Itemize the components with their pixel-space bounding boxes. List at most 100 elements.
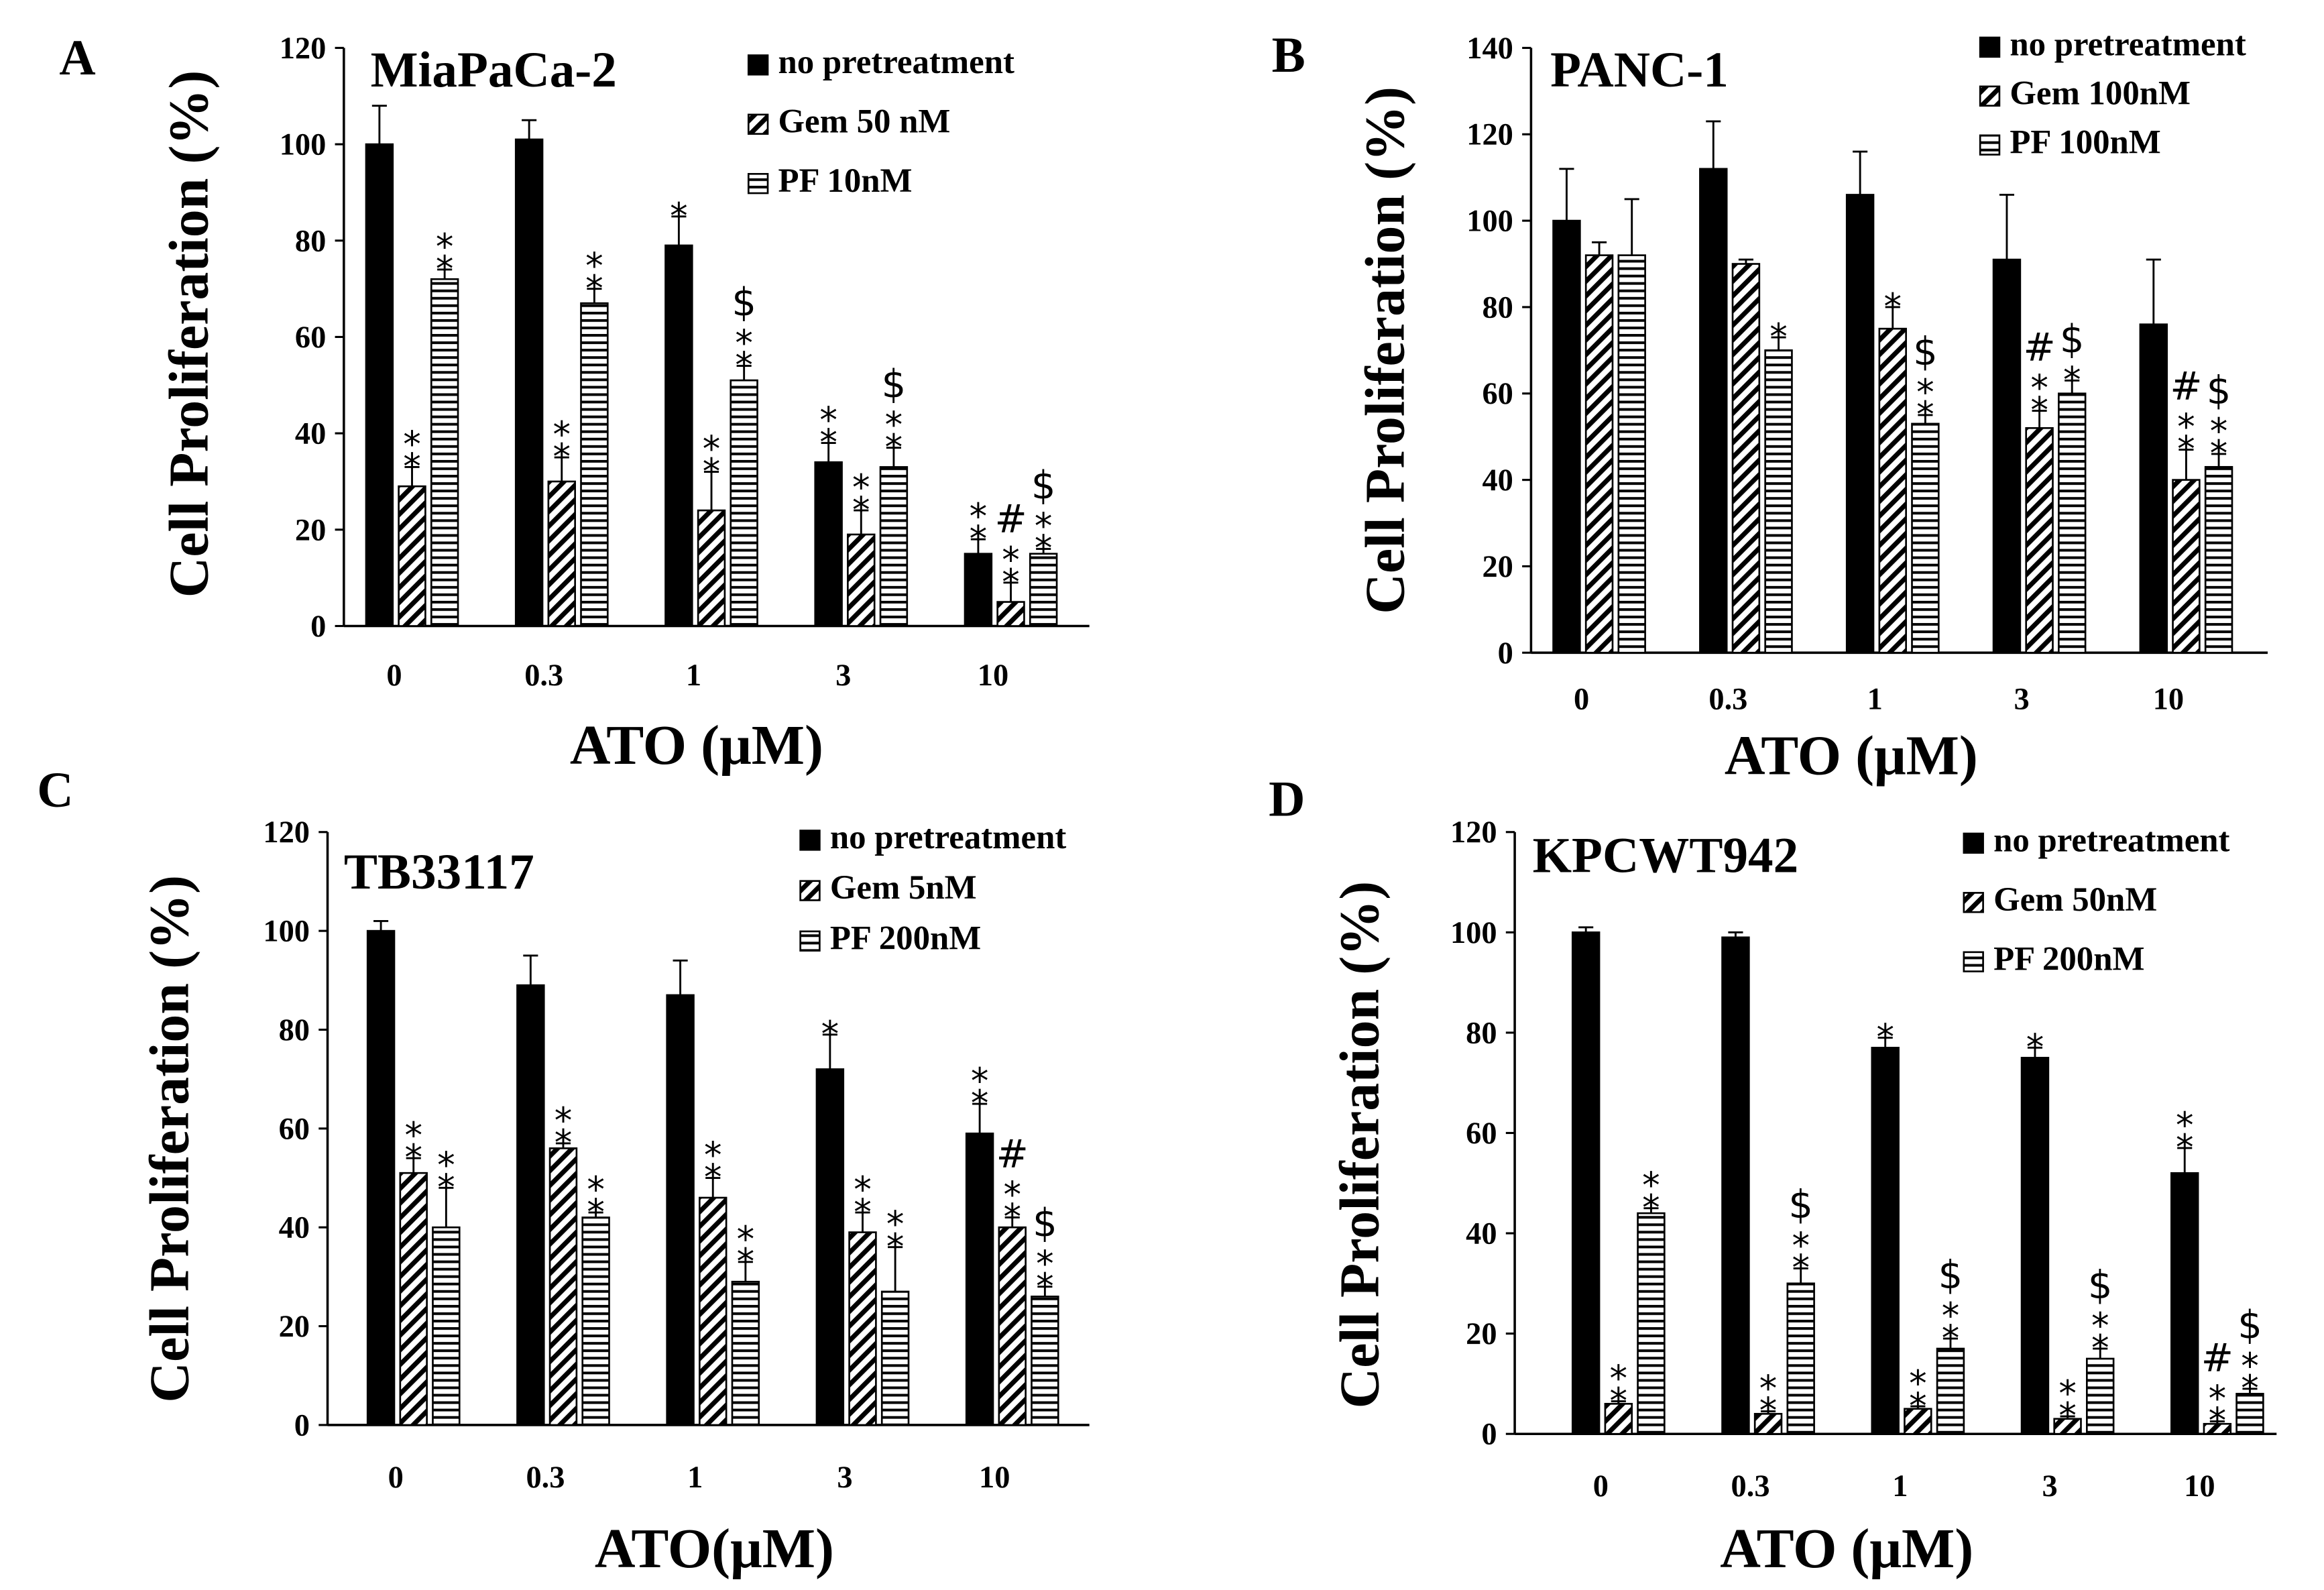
bar-solid [366, 929, 396, 1426]
y-tick-label: 100 [1450, 916, 1497, 950]
x-tick-label: 0.3 [526, 1461, 565, 1495]
significance-star: * [670, 196, 688, 237]
significance-star: * [885, 404, 903, 446]
significance-star: * [2030, 390, 2048, 431]
y-tick-label: 100 [280, 128, 327, 162]
panel-label: A [59, 30, 95, 86]
significance-star: * [2091, 1328, 2109, 1369]
bar-horizontal [432, 1226, 461, 1426]
significance-star: * [2026, 1027, 2044, 1068]
bar-solid [1845, 194, 1875, 654]
significance-star: * [2030, 367, 2048, 409]
bar-solid [1992, 258, 2022, 654]
legend-swatch [799, 930, 821, 952]
bar-diagonal [2025, 427, 2054, 654]
y-tick-label: 120 [263, 815, 310, 850]
significance-star: * [437, 1167, 455, 1208]
legend-swatch [799, 880, 821, 901]
bar-diagonal [847, 533, 876, 627]
bar-horizontal [580, 302, 609, 627]
legend-label: Gem 50 nM [778, 102, 950, 139]
bar-diagonal [699, 1196, 728, 1426]
bar-diagonal [697, 509, 726, 627]
bar-horizontal [430, 278, 459, 627]
bar-solid [1721, 936, 1750, 1435]
x-tick-label: 3 [2014, 682, 2029, 716]
x-tick-label: 0 [386, 659, 402, 693]
significance-star: * [2210, 410, 2228, 452]
significance-dollar: $ [2060, 317, 2085, 361]
bar-diagonal [1731, 263, 1761, 654]
significance-star: * [885, 427, 903, 468]
significance-star: * [1769, 317, 1788, 358]
y-axis-title: Cell Proliferation (%) [1354, 87, 1416, 614]
significance-star: * [553, 414, 571, 456]
legend-swatch [1979, 36, 2001, 58]
significance-star: * [1035, 506, 1053, 547]
y-tick-label: 60 [295, 321, 326, 355]
x-axis-title: ATO(μM) [595, 1518, 834, 1580]
significance-star: * [2058, 1396, 2077, 1437]
significance-star: * [970, 518, 988, 560]
bar-solid [2170, 1172, 2199, 1435]
bar-horizontal [1936, 1347, 1965, 1435]
y-tick-label: 40 [279, 1211, 310, 1245]
significance-dollar: $ [1033, 1200, 1057, 1245]
x-axis-title: ATO (μM) [1720, 1518, 1973, 1580]
significance-star: * [735, 345, 753, 386]
y-tick-label: 120 [280, 32, 327, 66]
bar-diagonal [2172, 479, 2201, 654]
significance-dollar: $ [2088, 1263, 2113, 1308]
significance-star: * [1002, 539, 1020, 581]
x-tick-label: 3 [835, 659, 851, 693]
chart-title: PANC-1 [1550, 42, 1729, 98]
significance-star: * [553, 437, 571, 478]
bar-diagonal [398, 485, 426, 627]
significance-hash: # [2201, 1335, 2233, 1380]
significance-star: * [1610, 1358, 1628, 1400]
y-tick-label: 40 [1466, 1217, 1497, 1251]
legend-swatch [1979, 134, 2001, 156]
bar-horizontal [1637, 1212, 1666, 1435]
significance-star: * [703, 429, 721, 470]
significance-star: * [2177, 406, 2195, 448]
y-tick-label: 140 [1466, 32, 1513, 66]
significance-star: * [703, 451, 721, 492]
significance-star: * [2058, 1373, 2077, 1415]
significance-star: * [821, 1014, 839, 1056]
significance-dollar: $ [1938, 1253, 1963, 1298]
significance-dollar: $ [2207, 368, 2231, 413]
significance-star: * [1003, 1196, 1021, 1238]
significance-dollar: $ [1788, 1182, 1813, 1227]
legend-label: Gem 5nM [830, 868, 977, 906]
significance-star: * [436, 226, 454, 268]
y-tick-label: 120 [1450, 815, 1497, 850]
legend-label: PF 10nM [778, 162, 912, 199]
legend-swatch [747, 113, 769, 135]
significance-star: * [1610, 1380, 1628, 1422]
bar-diagonal [1604, 1403, 1633, 1435]
significance-star: * [854, 1192, 872, 1233]
significance-star: * [2063, 359, 2081, 401]
significance-star: * [1916, 372, 1934, 414]
significance-star: * [886, 1226, 905, 1267]
significance-star: * [1642, 1165, 1660, 1206]
x-tick-label: 0 [388, 1461, 404, 1495]
x-tick-label: 0.3 [1731, 1469, 1770, 1503]
significance-star: * [1876, 1017, 1894, 1058]
y-tick-label: 120 [1466, 118, 1513, 152]
significance-star: * [1942, 1296, 1960, 1337]
bar-diagonal [1878, 327, 1907, 654]
y-tick-label: 20 [1466, 1317, 1497, 1351]
x-tick-label: 3 [837, 1461, 852, 1495]
significance-star: * [1883, 286, 1902, 328]
y-tick-label: 80 [1466, 1016, 1497, 1050]
significance-star: * [404, 1137, 422, 1179]
panel-label: B [1272, 27, 1305, 83]
bar-diagonal [848, 1231, 877, 1426]
bar-solid [514, 138, 544, 627]
y-tick-label: 100 [1466, 205, 1513, 239]
x-tick-label: 0.3 [524, 659, 563, 693]
